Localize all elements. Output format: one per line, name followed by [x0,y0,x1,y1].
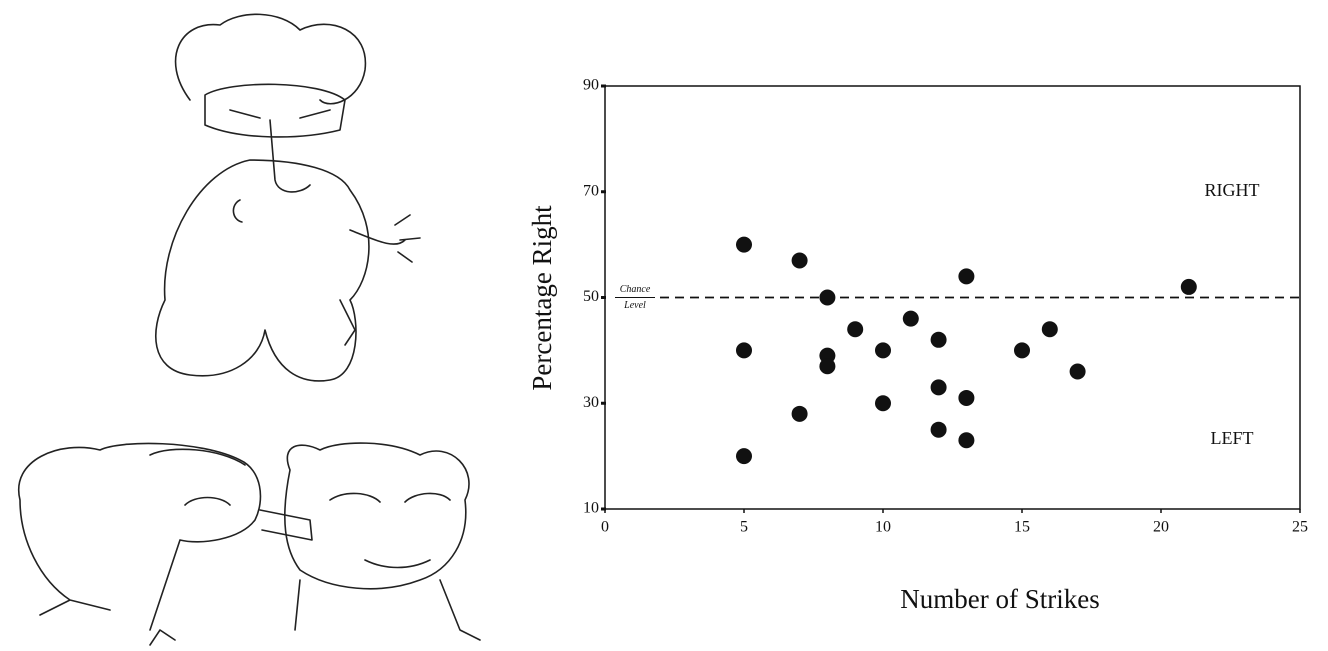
data-point [819,289,836,306]
data-point [958,268,975,285]
data-point [1041,321,1058,338]
frog-illustration-top [154,13,421,382]
data-point [736,342,752,359]
data-point [902,310,919,327]
x-tick-label: 20 [1153,519,1169,536]
data-point [958,432,975,449]
data-point [930,421,947,438]
region-label: LEFT [1211,428,1254,448]
chance-label: Chance [620,284,651,295]
y-tick-label: 70 [583,182,599,199]
y-tick-label: 90 [583,77,599,94]
data-point [791,252,808,269]
x-tick-label: 5 [740,519,748,536]
chance-label: Level [623,300,646,311]
y-tick-label: 50 [583,288,599,305]
y-tick-label: 30 [583,394,599,411]
x-axis-label: Number of Strikes [900,584,1099,614]
data-point [791,405,808,422]
data-point [930,331,947,348]
x-tick-label: 15 [1014,519,1030,536]
y-axis-label: Percentage Right [527,205,557,391]
data-point [1014,342,1030,359]
data-point [875,342,891,359]
data-point [930,379,947,396]
y-tick-label: 10 [583,500,599,517]
data-point [736,448,752,465]
data-point [1180,278,1197,295]
plot: 10 30 50 70 90 0 5 10 15 20 25 Chance Level RIGHT LEFT [583,77,1308,536]
x-tick-label: 25 [1292,519,1308,536]
data-point [736,236,752,253]
region-label: RIGHT [1205,180,1260,200]
data-point [819,358,836,375]
data-point [1069,363,1086,380]
frog-illustration-bottom [17,442,481,646]
x-tick-label: 0 [601,519,609,536]
x-tick-label: 10 [875,519,891,536]
data-point [847,321,864,338]
data-point [958,389,975,406]
data-point [875,395,891,412]
